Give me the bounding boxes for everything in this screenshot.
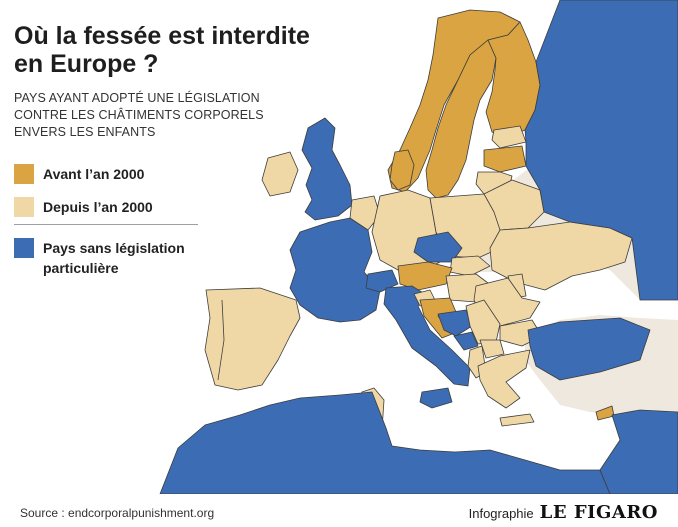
country-greece [477,349,531,409]
country-sicily [419,387,453,409]
legend-label-no-legislation: Pays sans législation particulière [43,238,185,278]
country-iberia [204,287,301,391]
country-turkey-thrace [527,317,651,381]
brand-logo: LE FIGARO [539,502,658,523]
country-great-britain [301,117,353,221]
map-title-line-1: Où la fessée est interdite [14,22,310,50]
country-belarus [483,179,545,231]
country-crete [499,413,535,427]
country-portugal-border [217,299,225,381]
country-russia-west [524,0,678,301]
legend-item-no-legislation: Pays sans législation particulière [14,238,185,278]
map-title-line-2: en Europe ? [14,50,159,78]
legend-swatch-no-legislation [14,238,34,258]
country-middle-east [599,409,678,494]
country-ireland [261,151,299,197]
map-subtitle: PAYS AYANT ADOPTÉ UNE LÉGISLATION CONTRE… [14,90,284,141]
legend-label-before-2000: Avant l’an 2000 [43,166,145,182]
country-montenegro [453,331,479,351]
legend-label-no-legislation-line-2: particulière [43,260,119,276]
country-bosnia [437,309,473,337]
legend-item-before-2000: Avant l’an 2000 [14,164,144,184]
legend-swatch-before-2000 [14,164,34,184]
map-subtitle-line-2: CONTRE LES CHÂTIMENTS CORPORELS [14,108,264,122]
legend-divider [14,224,198,225]
map-subtitle-line-3: ENVERS LES ENFANTS [14,125,156,139]
map-title: Où la fessée est interdite en Europe ? [14,22,374,78]
legend-item-since-2000: Depuis l’an 2000 [14,197,153,217]
country-denmark [389,149,415,191]
legend-label-since-2000: Depuis l’an 2000 [43,199,153,215]
country-macedonia [479,339,505,359]
country-latvia [483,145,527,173]
country-austria [397,261,453,291]
map-subtitle-line-1: PAYS AYANT ADOPTÉ UNE LÉGISLATION [14,91,260,105]
country-north-africa-belt [159,391,611,494]
europe-map [159,0,678,494]
legend-swatch-since-2000 [14,197,34,217]
legend-label-no-legislation-line-1: Pays sans législation [43,240,185,256]
credit: Infographie LE FIGARO [469,502,658,523]
credit-prefix: Infographie [468,506,534,521]
country-estonia [491,125,527,149]
footer: Source : endcorporalpunishment.org Infog… [0,494,678,527]
source-text: Source : endcorporalpunishment.org [20,506,215,520]
country-sweden [425,39,497,199]
